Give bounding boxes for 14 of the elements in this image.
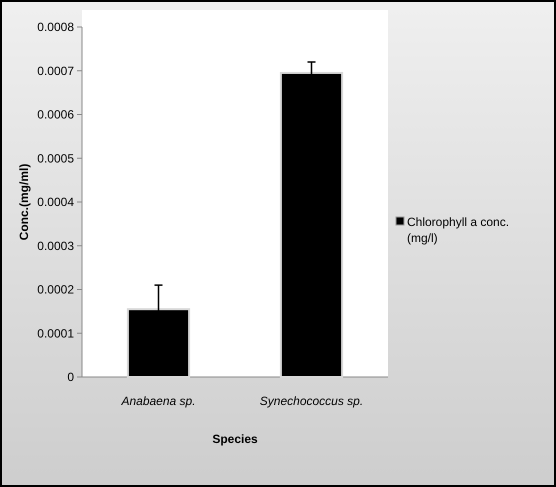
y-tick-label: 0.0008 <box>37 20 74 34</box>
y-tick-label: 0.0001 <box>37 326 74 340</box>
x-tick-label: Anabaena sp. <box>120 394 196 408</box>
x-axis-title: Species <box>212 432 258 446</box>
y-tick-label: 0.0004 <box>37 195 74 210</box>
y-tick-label: 0 <box>67 370 74 384</box>
x-tick-label: Synechococcus sp. <box>260 394 364 408</box>
y-tick-label: 0.0007 <box>37 64 74 78</box>
y-tick-label: 0.0005 <box>37 151 74 166</box>
y-tick-label: 0.0006 <box>37 108 74 122</box>
legend-label: Chlorophyll a conc. (mg/l) <box>407 215 510 245</box>
y-tick-label: 0.0002 <box>37 282 74 297</box>
y-axis-title: Conc.(mg/ml) <box>17 164 31 240</box>
y-tick-label: 0.0003 <box>37 238 74 253</box>
